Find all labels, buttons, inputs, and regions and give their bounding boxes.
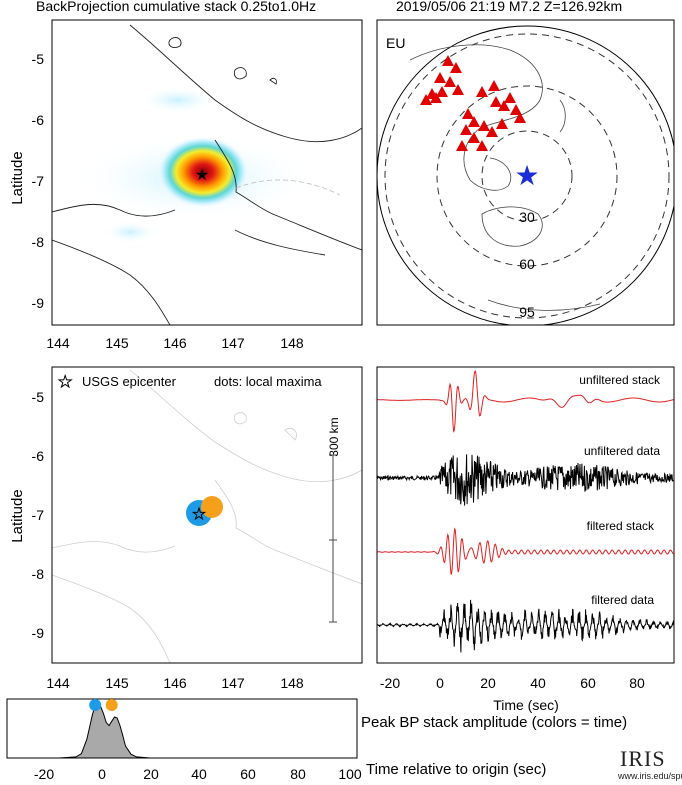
scale-bar <box>329 454 337 623</box>
peak-frame <box>6 698 358 759</box>
peak-amplitude-caption: Peak BP stack amplitude (colors = time) <box>361 714 628 731</box>
label-unfiltered-data: unfiltered data <box>584 444 660 458</box>
peak-amp-panel: -20 0 20 40 60 80 100 <box>6 698 362 782</box>
time-tick: 40 <box>530 675 546 691</box>
legend-dots: dots: local maxima <box>214 374 322 389</box>
legend-star-icon: ★ <box>58 374 72 391</box>
globe-panel: ★ EU 30 60 95 <box>376 19 675 326</box>
lat-tick: -5 <box>32 389 45 405</box>
ring-label-95: 95 <box>519 304 535 320</box>
faint-coastline <box>52 369 362 663</box>
map-frame <box>51 366 363 664</box>
lon-tick: 146 <box>163 335 187 351</box>
bp-hotspot <box>157 136 249 208</box>
peak-tick: 0 <box>98 766 106 782</box>
globe-frame <box>376 19 675 326</box>
time-tick: 20 <box>480 675 496 691</box>
maxima-map-panel: ★ ★ USGS epicenter dots: local maxima 30… <box>9 366 363 691</box>
peak-tick: -20 <box>34 766 54 782</box>
scale-label: 300 km <box>327 417 341 456</box>
peak-tick: 20 <box>143 766 159 782</box>
lon-tick: 144 <box>46 675 70 691</box>
lon-tick: 148 <box>280 675 304 691</box>
peak-tick: 40 <box>191 766 207 782</box>
time-tick: 0 <box>436 675 444 691</box>
time-relative-caption: Time relative to origin (sec) <box>366 761 547 778</box>
peak-marker-blue <box>89 699 102 711</box>
trace-filtered-data <box>377 599 674 653</box>
trace-unfiltered-data <box>377 454 674 506</box>
peak-marker-orange <box>105 699 118 711</box>
globe-epicenter-star: ★ <box>514 160 539 191</box>
latitude-label: Latitude <box>9 489 26 542</box>
bp-map-panel: ★ -5 -6 -7 -8 -9 144 145 146 147 148 Lat… <box>9 19 363 351</box>
lon-tick: 145 <box>105 335 129 351</box>
lat-tick: -8 <box>32 566 45 582</box>
contour-line <box>235 179 341 196</box>
label-filtered-data: filtered data <box>591 593 654 607</box>
time-axis-label: Time (sec) <box>493 697 559 713</box>
distance-ring <box>384 33 670 319</box>
iris-logo: IRIS <box>620 746 666 771</box>
map-frame <box>51 19 363 326</box>
ring-label-30: 30 <box>519 209 535 225</box>
station-triangles <box>420 55 526 151</box>
lat-tick: -9 <box>32 625 45 641</box>
peak-amplitude-area <box>7 703 357 759</box>
peak-tick: 60 <box>240 766 256 782</box>
lat-tick: -6 <box>32 112 45 128</box>
time-tick: -20 <box>380 675 400 691</box>
lon-tick: 147 <box>221 675 245 691</box>
time-tick: 80 <box>629 675 645 691</box>
label-unfiltered-stack: unfiltered stack <box>579 373 661 387</box>
iris-url: www.iris.edu/spud <box>618 771 682 781</box>
time-tick: 60 <box>580 675 596 691</box>
traces-panel: unfiltered stack unfiltered data filtere… <box>376 366 675 713</box>
lat-tick: -8 <box>32 234 45 250</box>
label-filtered-stack: filtered stack <box>587 519 655 533</box>
lon-tick: 148 <box>280 335 304 351</box>
trace-unfiltered-stack <box>377 370 674 433</box>
lon-tick: 147 <box>221 335 245 351</box>
haze-blob <box>138 86 218 114</box>
latitude-label: Latitude <box>9 151 26 204</box>
ring-label-60: 60 <box>519 256 535 272</box>
lon-tick: 146 <box>163 675 187 691</box>
lat-tick: -5 <box>32 51 45 67</box>
lat-tick: -9 <box>32 295 45 311</box>
lon-tick: 145 <box>105 675 129 691</box>
coastline <box>52 24 362 325</box>
lat-tick: -7 <box>32 173 45 189</box>
epicenter-star: ★ <box>195 167 209 184</box>
lon-tick: 144 <box>46 335 70 351</box>
peak-tick: 80 <box>290 766 306 782</box>
map-title: BackProjection cumulative stack 0.25to1.… <box>36 0 317 14</box>
globe-outline <box>377 25 674 325</box>
distance-ring <box>436 85 618 267</box>
region-label: EU <box>386 35 405 51</box>
maxima-dot-late <box>201 496 223 518</box>
legend-epicenter: USGS epicenter <box>82 374 177 389</box>
peak-tick: 100 <box>338 766 362 782</box>
event-title: 2019/05/06 21:19 M7.2 Z=126.92km <box>396 0 623 14</box>
usgs-epicenter-star: ★ <box>192 506 205 523</box>
lat-tick: -6 <box>32 448 45 464</box>
traces-frame <box>376 366 675 664</box>
distance-ring <box>481 130 573 222</box>
haze-blob <box>102 220 158 244</box>
lat-tick: -7 <box>32 507 45 523</box>
trace-filtered-stack <box>377 527 674 575</box>
